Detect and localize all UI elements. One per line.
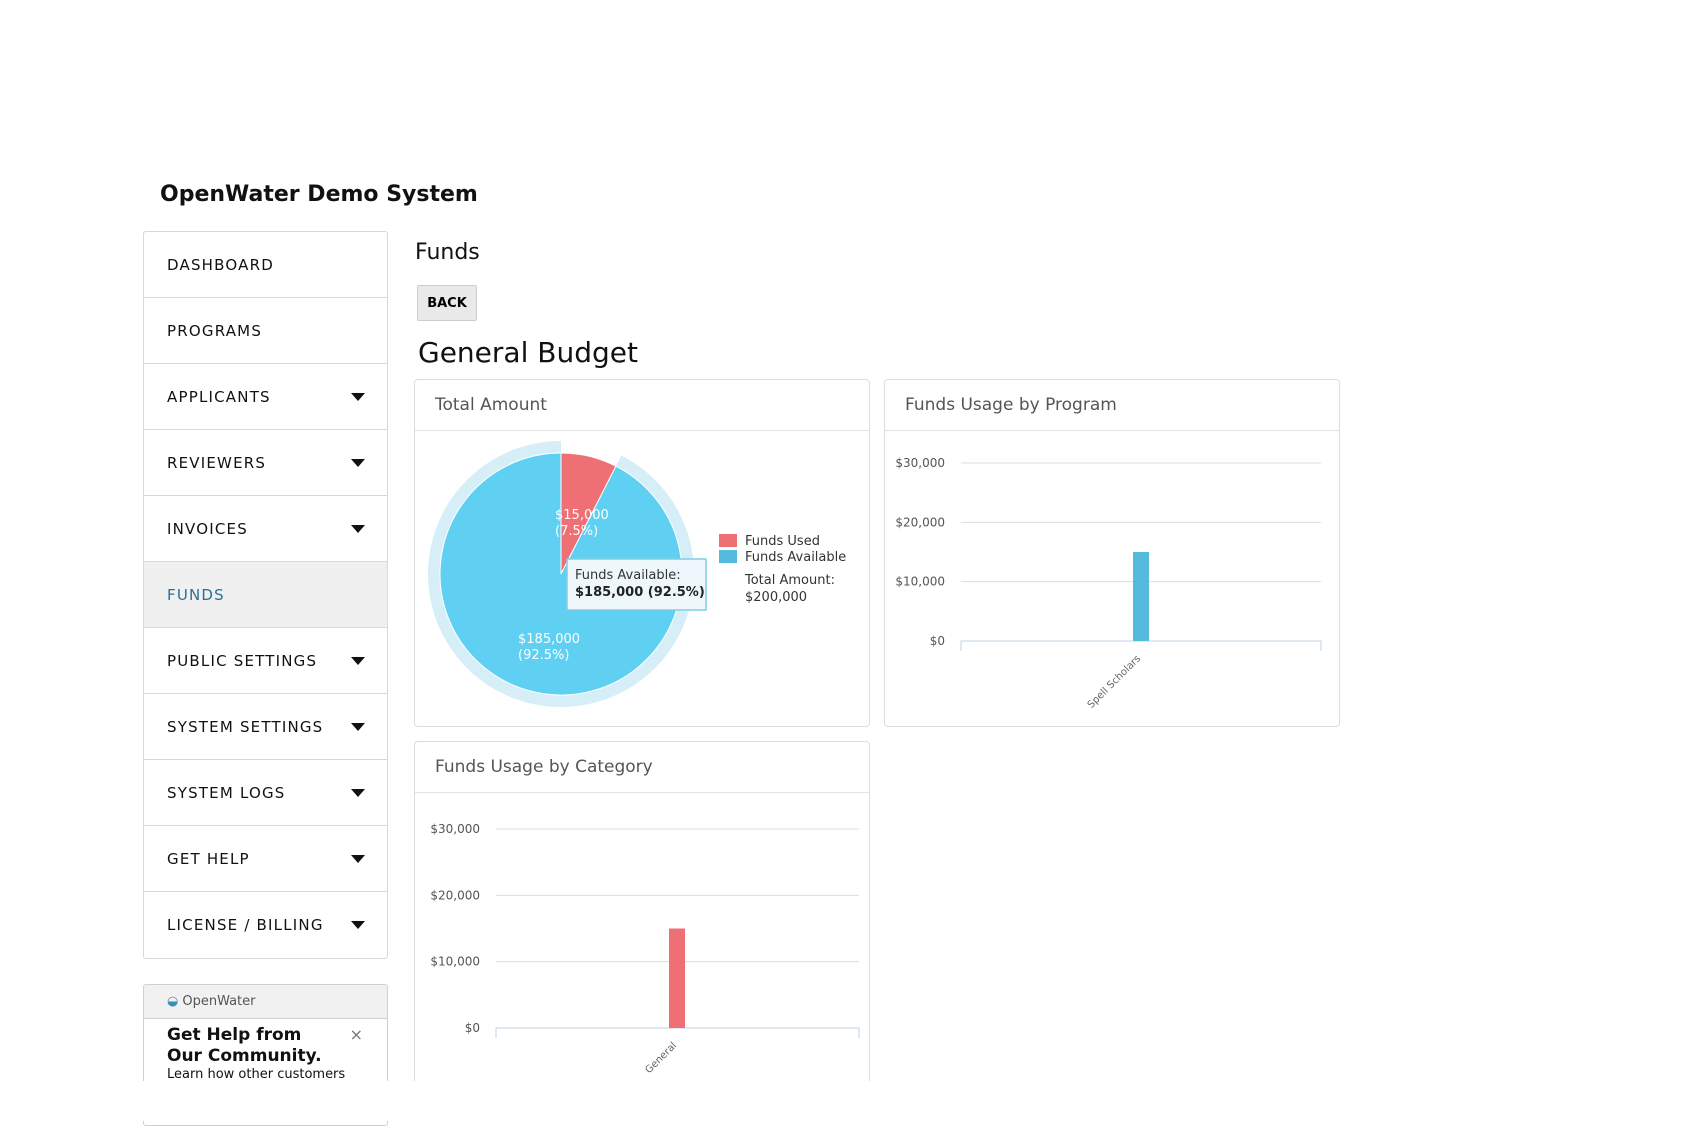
pie-slice-funds-available	[439, 452, 683, 696]
viewport-cutoff	[0, 1081, 1695, 1121]
sidebar-item-dashboard[interactable]: DASHBOARD	[144, 232, 387, 298]
sidebar-item-programs[interactable]: PROGRAMS	[144, 298, 387, 364]
y-tick-label: $20,000	[430, 888, 480, 902]
tooltip-value: $185,000 (92.5%)	[575, 585, 705, 600]
pie-data-label-pct: (92.5%)	[518, 648, 569, 663]
sidebar-item-get-help[interactable]: GET HELP	[144, 826, 387, 892]
chevron-down-icon[interactable]	[351, 921, 365, 929]
sidebar-item-label: REVIEWERS	[167, 453, 267, 472]
sidebar-item-label: PUBLIC SETTINGS	[167, 651, 318, 670]
sidebar-item-label: GET HELP	[167, 849, 250, 868]
help-widget: ◒ OpenWater Get Help from Our Community. …	[143, 984, 388, 1126]
x-tick-label: General	[643, 1040, 679, 1076]
y-tick-label: $30,000	[895, 456, 945, 470]
sidebar-item-reviewers[interactable]: REVIEWERS	[144, 430, 387, 496]
x-axis	[960, 640, 1322, 651]
y-tick-label: $0	[930, 634, 945, 648]
help-text: Learn how other customers	[167, 1067, 346, 1082]
y-tick-label: $10,000	[430, 955, 480, 969]
tooltip-box	[566, 558, 707, 611]
chevron-down-icon[interactable]	[351, 788, 365, 797]
x-tick-label: Spell Scholars	[1086, 653, 1143, 710]
y-tick-label: $10,000	[895, 575, 945, 589]
sidebar-item-label: DASHBOARD	[167, 255, 274, 274]
chevron-down-icon[interactable]	[351, 524, 365, 533]
sidebar-item-label: APPLICANTS	[167, 387, 271, 406]
card-title: Funds Usage by Category	[415, 742, 869, 793]
category-usage-card: Funds Usage by Category $0 $10,000 $20,000…	[414, 741, 870, 1103]
chevron-down-icon[interactable]	[351, 656, 365, 665]
sidebar-item-label: LICENSE / BILLING	[167, 916, 324, 934]
sidebar-item-label: SYSTEM SETTINGS	[167, 717, 324, 736]
sidebar-item-label: FUNDS	[167, 585, 225, 604]
help-header: ◒ OpenWater	[144, 985, 387, 1019]
category-bar-chart: $0 $10,000 $20,000 $30,000 General	[430, 822, 860, 1076]
tooltip-title: Funds Available:	[575, 568, 681, 583]
close-icon[interactable]: ×	[349, 1025, 363, 1044]
chevron-down-icon[interactable]	[351, 854, 365, 863]
chevron-down-icon[interactable]	[351, 458, 365, 467]
sidebar-item-applicants[interactable]: APPLICANTS	[144, 364, 387, 430]
chevron-down-icon[interactable]	[351, 392, 365, 401]
total-value: $200,000	[745, 590, 807, 605]
card-title: Total Amount	[415, 380, 869, 431]
pie-data-label-pct: (7.5%)	[555, 524, 598, 539]
sidebar-item-funds[interactable]: FUNDS	[144, 562, 387, 628]
sidebar-nav: DASHBOARD PROGRAMS APPLICANTS REVIEWERS INVO…	[143, 231, 388, 959]
chevron-down-icon[interactable]	[351, 722, 365, 731]
bar	[669, 928, 685, 1028]
card-title: Funds Usage by Program	[885, 380, 1339, 431]
back-button[interactable]: BACK	[417, 285, 477, 321]
sidebar-item-label: INVOICES	[167, 519, 248, 538]
page-title: Funds	[415, 240, 480, 265]
sidebar-item-license-billing[interactable]: LICENSE / BILLING	[144, 892, 387, 958]
bar	[1133, 552, 1149, 641]
pie-data-label: $15,000	[555, 508, 609, 523]
program-bar-chart: $0 $10,000 $20,000 $30,000 Spell Scholars	[895, 456, 1322, 711]
openwater-logo-icon: ◒	[167, 994, 179, 1009]
sidebar-item-label: PROGRAMS	[167, 321, 263, 340]
y-tick-label: $0	[465, 1021, 480, 1035]
sidebar-item-invoices[interactable]: INVOICES	[144, 496, 387, 562]
sidebar-item-label: SYSTEM LOGS	[167, 783, 286, 802]
legend-label: Funds Available	[745, 550, 846, 565]
legend-swatch	[719, 550, 737, 563]
help-title: Get Help from Our Community.	[167, 1025, 322, 1066]
budget-title: General Budget	[418, 336, 638, 369]
sidebar-item-system-logs[interactable]: SYSTEM LOGS	[144, 760, 387, 826]
sidebar-item-public-settings[interactable]: PUBLIC SETTINGS	[144, 628, 387, 694]
sidebar-item-system-settings[interactable]: SYSTEM SETTINGS	[144, 694, 387, 760]
program-usage-card: Funds Usage by Program $0 $10,000 $20,000 $…	[884, 379, 1340, 727]
brand-name: OpenWater	[182, 994, 256, 1009]
legend-swatch	[719, 534, 737, 547]
y-tick-label: $20,000	[895, 515, 945, 529]
pie-data-label: $185,000	[518, 632, 580, 647]
x-axis	[495, 1027, 860, 1038]
y-tick-label: $30,000	[430, 822, 480, 836]
app-title: OpenWater Demo System	[160, 182, 478, 207]
total-amount-card: Total Amount $15,000 (7.5%) $185,000 (92.5%…	[414, 379, 870, 727]
pie-chart: $15,000(7.5%)$185,000(92.5%)Funds UsedFu…	[428, 441, 846, 707]
total-label: Total Amount:	[744, 573, 835, 588]
legend-label: Funds Used	[745, 534, 820, 549]
